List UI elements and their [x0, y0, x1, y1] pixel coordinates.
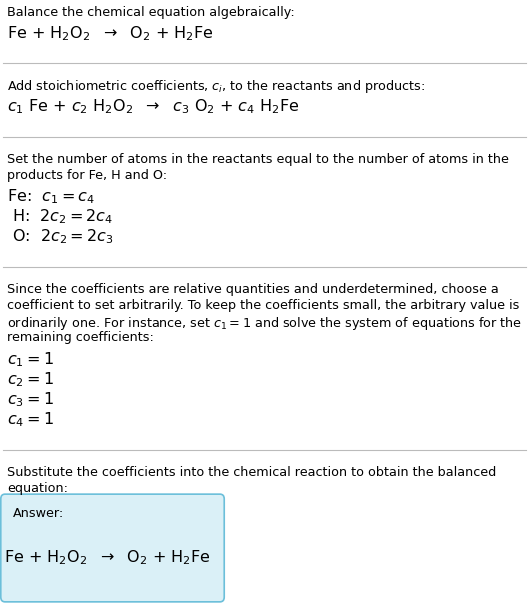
FancyBboxPatch shape — [1, 494, 224, 602]
Text: $c_4 = 1$: $c_4 = 1$ — [7, 410, 53, 429]
Text: products for Fe, H and O:: products for Fe, H and O: — [7, 169, 167, 182]
Text: Set the number of atoms in the reactants equal to the number of atoms in the: Set the number of atoms in the reactants… — [7, 153, 509, 166]
Text: Fe:  $c_1 = c_4$: Fe: $c_1 = c_4$ — [7, 187, 95, 206]
Text: $c_1 = 1$: $c_1 = 1$ — [7, 350, 53, 368]
Text: O:  $2 c_2 = 2 c_3$: O: $2 c_2 = 2 c_3$ — [12, 227, 114, 246]
Text: Fe + H$_2$O$_2$  $\rightarrow$  O$_2$ + H$_2$Fe: Fe + H$_2$O$_2$ $\rightarrow$ O$_2$ + H$… — [7, 24, 214, 42]
Text: ordinarily one. For instance, set $c_1 = 1$ and solve the system of equations fo: ordinarily one. For instance, set $c_1 =… — [7, 315, 522, 332]
Text: coefficient to set arbitrarily. To keep the coefficients small, the arbitrary va: coefficient to set arbitrarily. To keep … — [7, 299, 519, 312]
Text: Since the coefficients are relative quantities and underdetermined, choose a: Since the coefficients are relative quan… — [7, 283, 499, 296]
Text: H:  $2 c_2 = 2 c_4$: H: $2 c_2 = 2 c_4$ — [12, 207, 113, 226]
Text: equation:: equation: — [7, 482, 68, 495]
Text: remaining coefficients:: remaining coefficients: — [7, 331, 154, 344]
Text: Add stoichiometric coefficients, $c_i$, to the reactants and products:: Add stoichiometric coefficients, $c_i$, … — [7, 78, 425, 95]
Text: $c_3 = 1$: $c_3 = 1$ — [7, 390, 53, 409]
Text: Substitute the coefficients into the chemical reaction to obtain the balanced: Substitute the coefficients into the che… — [7, 466, 496, 479]
Text: Answer:: Answer: — [13, 507, 64, 520]
Text: Fe + H$_2$O$_2$  $\rightarrow$  O$_2$ + H$_2$Fe: Fe + H$_2$O$_2$ $\rightarrow$ O$_2$ + H$… — [4, 548, 211, 567]
Text: $c_1$ Fe + $c_2$ H$_2$O$_2$  $\rightarrow$  $c_3$ O$_2$ + $c_4$ H$_2$Fe: $c_1$ Fe + $c_2$ H$_2$O$_2$ $\rightarrow… — [7, 97, 299, 116]
Text: Balance the chemical equation algebraically:: Balance the chemical equation algebraica… — [7, 6, 295, 19]
Text: $c_2 = 1$: $c_2 = 1$ — [7, 370, 53, 388]
